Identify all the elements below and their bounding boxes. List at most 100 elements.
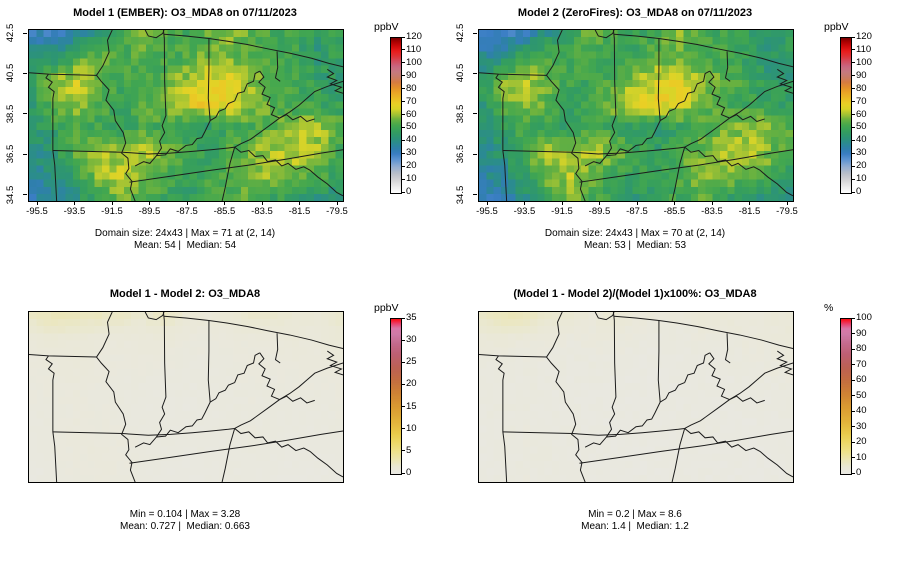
colorbar-tick-mark bbox=[851, 457, 855, 458]
state-border-line bbox=[595, 312, 614, 320]
colorbar-tick-mark bbox=[401, 361, 405, 363]
colorbar-tick-label: 110 bbox=[406, 43, 422, 55]
state-border-line bbox=[606, 30, 615, 156]
state-border-line bbox=[503, 151, 573, 153]
y-axis-tick-mark bbox=[23, 32, 27, 34]
heatmap-raster bbox=[479, 30, 793, 201]
colorbar-tick-label: 100 bbox=[406, 56, 422, 68]
state-border-line bbox=[777, 351, 793, 375]
y-axis-tick-mark bbox=[473, 153, 477, 155]
stats-line-1: Domain size: 24x43 | Max = 70 at (2, 14) bbox=[544, 228, 726, 239]
state-border-line bbox=[46, 74, 57, 201]
x-axis-tick-mark bbox=[74, 201, 75, 205]
heatmap-raster bbox=[29, 30, 343, 201]
state-border-line bbox=[573, 428, 685, 435]
stats-line-1: Min = 0.2 | Max = 8.6 bbox=[588, 509, 682, 520]
x-axis-tick-label: -89.5 bbox=[138, 206, 161, 217]
x-axis-tick-mark bbox=[336, 201, 338, 205]
state-border-line bbox=[135, 101, 235, 166]
colorbar-tick-mark bbox=[401, 126, 405, 128]
heatmap-model1 bbox=[28, 29, 344, 202]
colorbar-tick-mark bbox=[851, 333, 855, 334]
colorbar-tick-mark bbox=[851, 139, 855, 141]
colorbar-tick-label: 30 bbox=[856, 147, 867, 159]
state-border-line bbox=[685, 81, 793, 147]
state-border-line bbox=[156, 30, 165, 156]
y-axis-tick-label: 42.5 bbox=[5, 23, 16, 43]
state-border-line bbox=[222, 147, 235, 201]
y-axis-tick-mark bbox=[473, 194, 477, 196]
state-border-line bbox=[685, 353, 710, 383]
x-axis-tick-mark bbox=[186, 201, 188, 205]
y-axis-tick-label: 34.5 bbox=[455, 185, 466, 205]
colorbar-tick-label: 40 bbox=[856, 405, 867, 416]
state-border-line bbox=[235, 363, 343, 428]
colorbar-tick-label: 90 bbox=[856, 69, 867, 81]
state-border-line bbox=[53, 151, 123, 153]
state-border-line bbox=[97, 357, 136, 482]
colorbar-tick-label: 30 bbox=[406, 334, 417, 346]
x-axis-tick-label: -81.5 bbox=[738, 206, 761, 217]
state-border-line bbox=[129, 150, 343, 182]
y-axis-tick-mark bbox=[23, 194, 27, 196]
colorbar-tick-label: 0 bbox=[856, 186, 862, 197]
x-axis-tick-label: -95.5 bbox=[476, 206, 498, 217]
colorbar-tick-mark bbox=[851, 75, 855, 77]
panel-title: Model 2 (ZeroFires): O3_MDA8 on 07/11/20… bbox=[517, 7, 753, 19]
state-border-line bbox=[275, 51, 280, 81]
state-border-line bbox=[164, 34, 343, 66]
colorbar-tick-label: 50 bbox=[856, 121, 867, 133]
y-axis-tick-mark bbox=[473, 32, 477, 34]
state-border-line bbox=[235, 428, 310, 451]
colorbar-tick-label: 10 bbox=[856, 173, 867, 185]
y-axis-tick-label: 34.5 bbox=[5, 185, 16, 205]
x-axis-tick-label: -95.5 bbox=[26, 206, 48, 217]
colorbar-tick-label: 70 bbox=[856, 358, 867, 370]
state-border-line bbox=[579, 431, 793, 463]
colorbar-tick-label: 20 bbox=[856, 436, 867, 447]
state-border-line bbox=[547, 357, 586, 482]
colorbar-tick-label: 35 bbox=[406, 312, 417, 323]
colorbar-tick-label: 80 bbox=[856, 82, 867, 94]
colorbar-tick-label: 0 bbox=[406, 186, 412, 197]
panel-title: (Model 1 - Model 2)/(Model 1)x100%: O3_M… bbox=[513, 288, 757, 300]
state-border-line bbox=[685, 363, 793, 428]
colorbar-tick-mark bbox=[401, 75, 405, 77]
state-boundaries bbox=[29, 312, 343, 482]
colorbar-tick-label: 70 bbox=[856, 95, 867, 107]
x-axis-tick-mark bbox=[149, 201, 150, 205]
state-boundaries bbox=[29, 30, 343, 201]
y-axis-tick-label: 38.5 bbox=[455, 104, 466, 124]
colorbar-tick-label: 120 bbox=[406, 31, 422, 42]
x-axis-tick-mark bbox=[674, 201, 675, 205]
state-border-line bbox=[129, 431, 343, 463]
colorbar-tick-label: 70 bbox=[406, 95, 417, 107]
x-axis-tick-mark bbox=[786, 201, 788, 205]
colorbar-tick-mark bbox=[851, 191, 855, 193]
colorbar-tick-label: 90 bbox=[856, 327, 867, 339]
colorbar-tick-mark bbox=[851, 49, 855, 51]
state-border-line bbox=[97, 75, 136, 201]
colorbar-tick-label: 50 bbox=[856, 389, 867, 401]
x-axis-tick-mark bbox=[561, 201, 563, 205]
state-border-line bbox=[503, 432, 573, 434]
y-axis-tick-label: 38.5 bbox=[5, 104, 16, 124]
state-border-line bbox=[310, 451, 343, 477]
colorbar-tick-label: 10 bbox=[406, 173, 417, 185]
x-axis-tick-mark bbox=[36, 201, 38, 205]
state-border-line bbox=[46, 356, 57, 482]
colorbar-tick-mark bbox=[401, 383, 405, 385]
state-border-line bbox=[579, 150, 793, 182]
y-axis-tick-mark bbox=[473, 72, 477, 74]
x-axis-tick-label: -93.5 bbox=[63, 206, 86, 217]
colorbar-tick-mark bbox=[851, 426, 855, 427]
colorbar bbox=[390, 37, 402, 194]
state-border-line bbox=[164, 316, 343, 348]
colorbar-tick-mark bbox=[851, 441, 855, 443]
x-axis-tick-mark bbox=[599, 201, 600, 205]
colorbar-tick-mark bbox=[401, 36, 405, 38]
state-border-line bbox=[777, 69, 793, 93]
state-border-line bbox=[672, 147, 685, 201]
panel-model2: Model 2 (ZeroFires): O3_MDA8 on 07/11/20… bbox=[450, 0, 900, 280]
x-axis-tick-mark bbox=[711, 201, 713, 205]
